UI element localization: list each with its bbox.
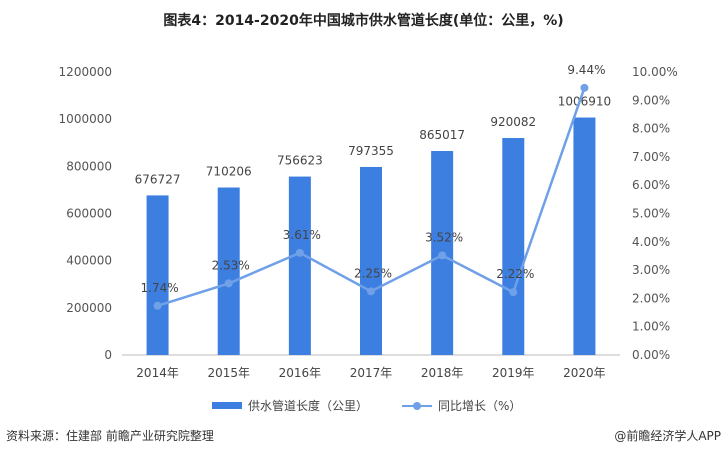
growth-point	[580, 83, 589, 92]
growth-value-label: 3.61%	[283, 228, 321, 242]
growth-value-label: 2.53%	[212, 258, 250, 272]
x-tick-label: 2018年	[421, 366, 464, 380]
y-right-tick-label: 6.00%	[632, 178, 670, 192]
bar	[360, 166, 382, 355]
legend-bar-swatch	[212, 402, 242, 409]
bar-value-label: 710206	[206, 165, 252, 179]
growth-value-label: 3.52%	[425, 230, 463, 244]
growth-value-label: 2.25%	[354, 266, 392, 280]
x-tick-label: 2019年	[492, 366, 535, 380]
growth-point	[509, 288, 518, 297]
y-right-tick-label: 3.00%	[632, 263, 670, 277]
growth-value-label: 2.22%	[496, 267, 534, 281]
legend-line-swatch	[402, 401, 432, 410]
growth-point	[367, 287, 375, 296]
growth-value-label: 1.74%	[141, 281, 179, 295]
x-tick-label: 2014年	[136, 366, 179, 380]
growth-point	[153, 301, 162, 310]
bar	[146, 195, 169, 355]
y-right-tick-label: 9.00%	[632, 93, 670, 107]
bar	[288, 176, 311, 355]
y-right-tick-label: 5.00%	[632, 207, 670, 221]
legend: 供水管道长度（公里） 同比增长（%）	[0, 397, 727, 413]
legend-item-line: 同比增长（%）	[402, 397, 521, 414]
bar	[217, 187, 240, 355]
y-right-tick-label: 7.00%	[632, 150, 670, 164]
growth-value-label: 9.44%	[567, 63, 605, 77]
y-left-tick-label: 200000	[66, 301, 112, 315]
bar	[573, 117, 596, 356]
legend-line-label: 同比增长（%）	[438, 399, 522, 413]
source-note: 资料来源：住建部 前瞻产业研究院整理	[6, 429, 214, 443]
y-right-tick-label: 0.00%	[632, 348, 670, 362]
bar	[502, 138, 525, 355]
y-right-tick-label: 10.00%	[632, 65, 678, 79]
brand-credit: @前瞻经济学人APP	[614, 429, 721, 443]
y-left-tick-label: 400000	[66, 254, 112, 268]
bar-value-label: 1006910	[558, 95, 611, 109]
bar-value-label: 756623	[277, 154, 323, 168]
bar-value-label: 865017	[419, 128, 465, 142]
legend-item-bar: 供水管道长度（公里）	[212, 397, 368, 414]
bar-value-label: 797355	[348, 144, 394, 158]
y-right-tick-label: 2.00%	[632, 291, 670, 305]
y-left-tick-label: 1200000	[59, 65, 112, 79]
y-right-tick-label: 1.00%	[632, 320, 670, 334]
growth-point	[224, 279, 233, 288]
y-right-tick-label: 4.00%	[632, 235, 670, 249]
x-tick-label: 2016年	[279, 366, 322, 380]
bar-value-label: 920082	[490, 115, 536, 129]
y-left-tick-label: 0	[104, 348, 112, 362]
x-tick-label: 2020年	[563, 366, 606, 380]
y-left-tick-label: 600000	[66, 207, 112, 221]
y-left-tick-label: 1000000	[59, 112, 112, 126]
bar-value-label: 676727	[135, 172, 181, 186]
y-right-tick-label: 8.00%	[632, 122, 670, 136]
y-left-tick-label: 800000	[66, 159, 112, 173]
chart-title: 图表4：2014-2020年中国城市供水管道长度(单位：公里，%)	[163, 13, 564, 29]
x-tick-label: 2017年	[350, 366, 393, 380]
x-tick-label: 2015年	[207, 366, 250, 380]
growth-point	[295, 248, 304, 257]
growth-point	[438, 251, 447, 260]
legend-bar-label: 供水管道长度（公里）	[248, 399, 369, 413]
